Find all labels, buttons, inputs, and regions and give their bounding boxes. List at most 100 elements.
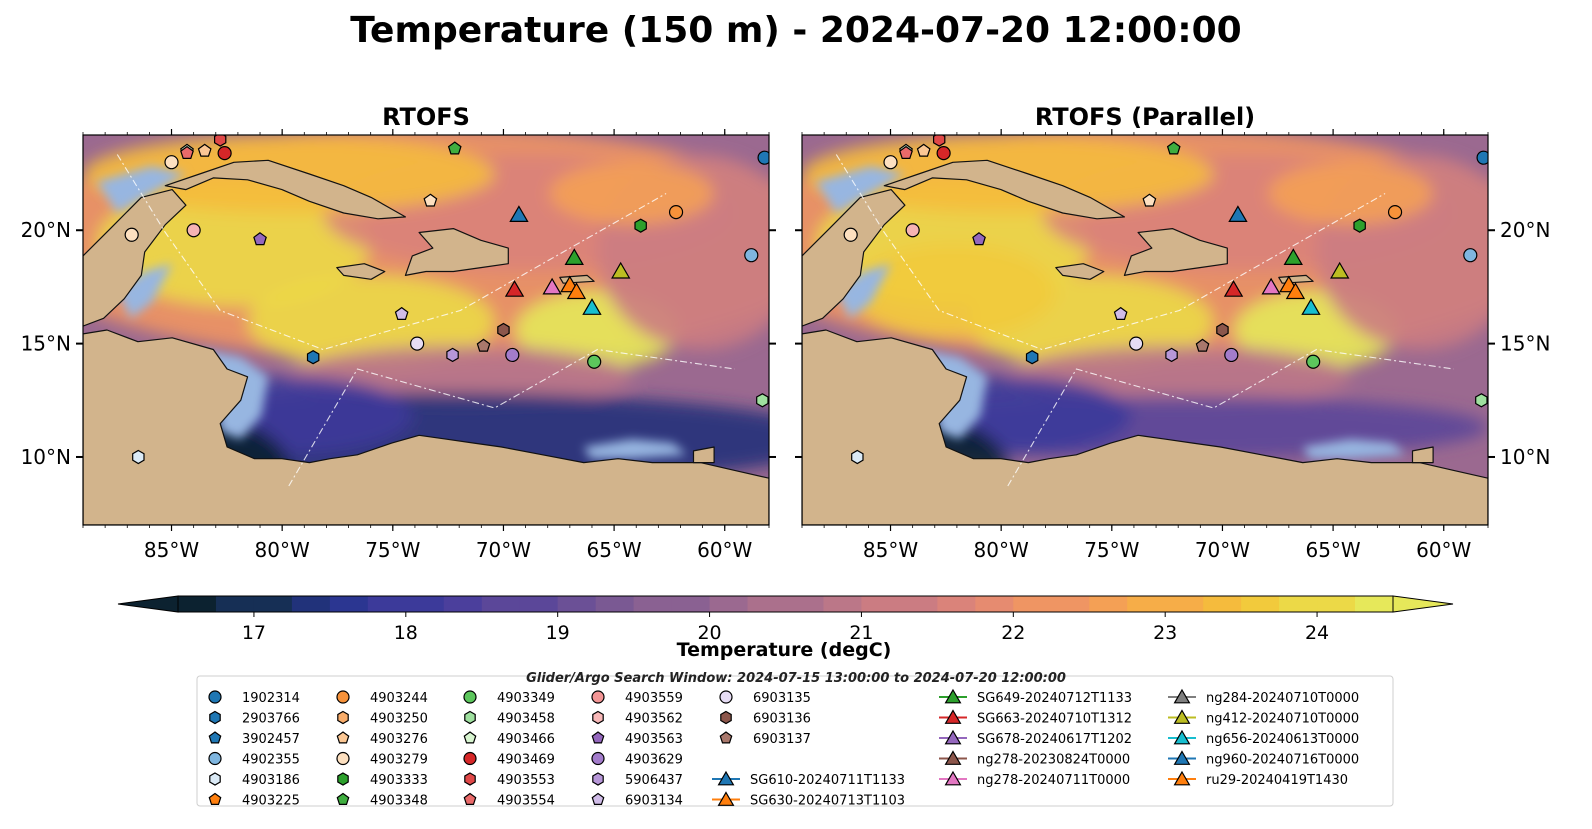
lon-tick-label: 80°W	[974, 538, 1029, 562]
argo-float-marker	[124, 227, 139, 242]
colorbar-cell	[671, 596, 711, 612]
markers-left	[124, 135, 769, 465]
axes-left: 85°W 80°W 75°W 70°W 65°W 60°W 10°N 15°N 20°N	[21, 129, 776, 562]
legend-marker	[337, 772, 349, 786]
markers-right	[843, 135, 1488, 465]
glider-marker	[1283, 248, 1303, 265]
legend-label: SG663-20240710T1312	[977, 712, 1132, 727]
colorbar-cell	[1051, 596, 1090, 612]
legend-label: 4903244	[370, 691, 428, 706]
colorbar-extend-high	[1392, 595, 1454, 613]
legend-marker	[1173, 770, 1191, 786]
colorbar-cell	[1089, 596, 1128, 612]
colorbar-cell	[1203, 596, 1242, 612]
legend-label: 4903333	[370, 773, 428, 788]
legend-item: 4903349	[463, 690, 555, 706]
legend-marker	[944, 729, 962, 745]
colorbar-cell	[481, 596, 521, 612]
glider-marker	[582, 298, 602, 315]
colorbar-cell	[253, 596, 293, 612]
argo-float-marker	[505, 347, 520, 363]
legend-label: 4903469	[497, 753, 555, 768]
colorbar-extend-low	[117, 595, 179, 613]
legend-item: 4903466	[463, 731, 555, 747]
legend-item: 4903348	[336, 792, 428, 809]
lon-tick-label: 60°W	[697, 538, 752, 562]
colorbar-cell	[633, 596, 673, 612]
legend-item: 3902457	[208, 731, 300, 747]
argo-float-marker	[587, 354, 602, 369]
legend-label: ng656-20240613T0000	[1206, 732, 1359, 747]
colorbar-cell	[1013, 596, 1052, 612]
glider-marker	[1285, 282, 1306, 300]
legend-marker	[591, 731, 605, 744]
legend-item: SG630-20240713T1103	[712, 791, 905, 809]
argo-float-marker	[1166, 141, 1181, 155]
map-frame-left	[82, 134, 770, 526]
glider-marker	[509, 205, 529, 222]
legend-marker	[463, 751, 477, 766]
colorbar-cell	[747, 596, 787, 612]
legend-item: ng656-20240613T0000	[1168, 729, 1359, 747]
argo-float-marker	[1216, 322, 1229, 338]
legend-label: 4903559	[625, 691, 683, 706]
legend-item: 4903279	[336, 751, 428, 768]
argo-float-marker	[756, 393, 769, 408]
legend-marker	[209, 772, 221, 786]
argo-float-marker	[843, 227, 858, 242]
figure-title: Temperature (150 m) - 2024-07-20 12:00:0…	[350, 10, 1241, 51]
legend-label: 4903466	[497, 732, 555, 747]
lon-tick-label: 65°W	[1305, 538, 1360, 562]
legend-marker	[464, 710, 476, 725]
lat-tick-label: 20°N	[21, 218, 71, 242]
legend-item: 4903244	[336, 690, 428, 706]
legend-marker	[1173, 750, 1191, 765]
argo-float-marker	[394, 306, 409, 320]
legend-item: 6903135	[719, 690, 811, 706]
legend-item: 4903225	[208, 792, 300, 809]
legend-label: SG678-20240617T1202	[977, 732, 1132, 747]
legend-item: 4903563	[591, 731, 683, 747]
argo-float-marker	[932, 135, 946, 147]
argo-float-marker	[1353, 218, 1366, 233]
argo-float-marker	[1165, 347, 1178, 363]
legend-marker	[336, 792, 350, 806]
argo-float-marker	[972, 232, 986, 246]
legend: 1902314 2903766 3902457 4902355 4903186 49032…	[208, 688, 1359, 809]
legend-label: 6903136	[753, 712, 811, 727]
legend-label: 2903766	[242, 712, 300, 727]
glider-marker	[1228, 205, 1248, 222]
legend-label: SG649-20240712T1133	[977, 691, 1132, 706]
argo-float-marker	[1387, 204, 1403, 220]
legend-marker	[719, 731, 733, 744]
colorbar-cell	[1127, 596, 1166, 612]
colorbar-cell	[1165, 596, 1204, 612]
colorbar-cell	[823, 596, 863, 612]
legend-item: ng278-20240711T0000	[939, 770, 1130, 788]
legend-marker	[336, 731, 350, 744]
lon-tick-label: 75°W	[1084, 538, 1139, 562]
legend-marker	[337, 710, 349, 725]
argo-float-marker	[634, 218, 647, 233]
colorbar-cell	[1241, 596, 1280, 612]
legend-item: 6903134	[591, 792, 683, 809]
argo-float-marker	[164, 155, 179, 170]
landmask-right	[802, 154, 1488, 525]
legend-label: ru29-20240419T1430	[1206, 773, 1348, 788]
legend-label: 4903563	[625, 732, 683, 747]
glider-marker	[564, 248, 584, 265]
lat-tick-label: 10°N	[1500, 445, 1550, 469]
legend-marker	[1173, 729, 1191, 745]
argo-float-marker	[180, 145, 194, 159]
legend-label: 4903458	[497, 712, 555, 727]
colorbar-cell	[595, 596, 635, 612]
legend-marker	[591, 690, 605, 704]
colorbar-cell	[178, 596, 217, 612]
lat-tick-label: 15°N	[21, 332, 71, 356]
argo-float-marker	[916, 143, 931, 157]
colorbar-tick-label: 21	[849, 622, 873, 644]
colorbar-cell	[291, 596, 331, 612]
legend-item: 4903333	[337, 772, 428, 788]
legend-item: 4903559	[591, 690, 683, 706]
legend-item: SG649-20240712T1133	[939, 688, 1132, 706]
